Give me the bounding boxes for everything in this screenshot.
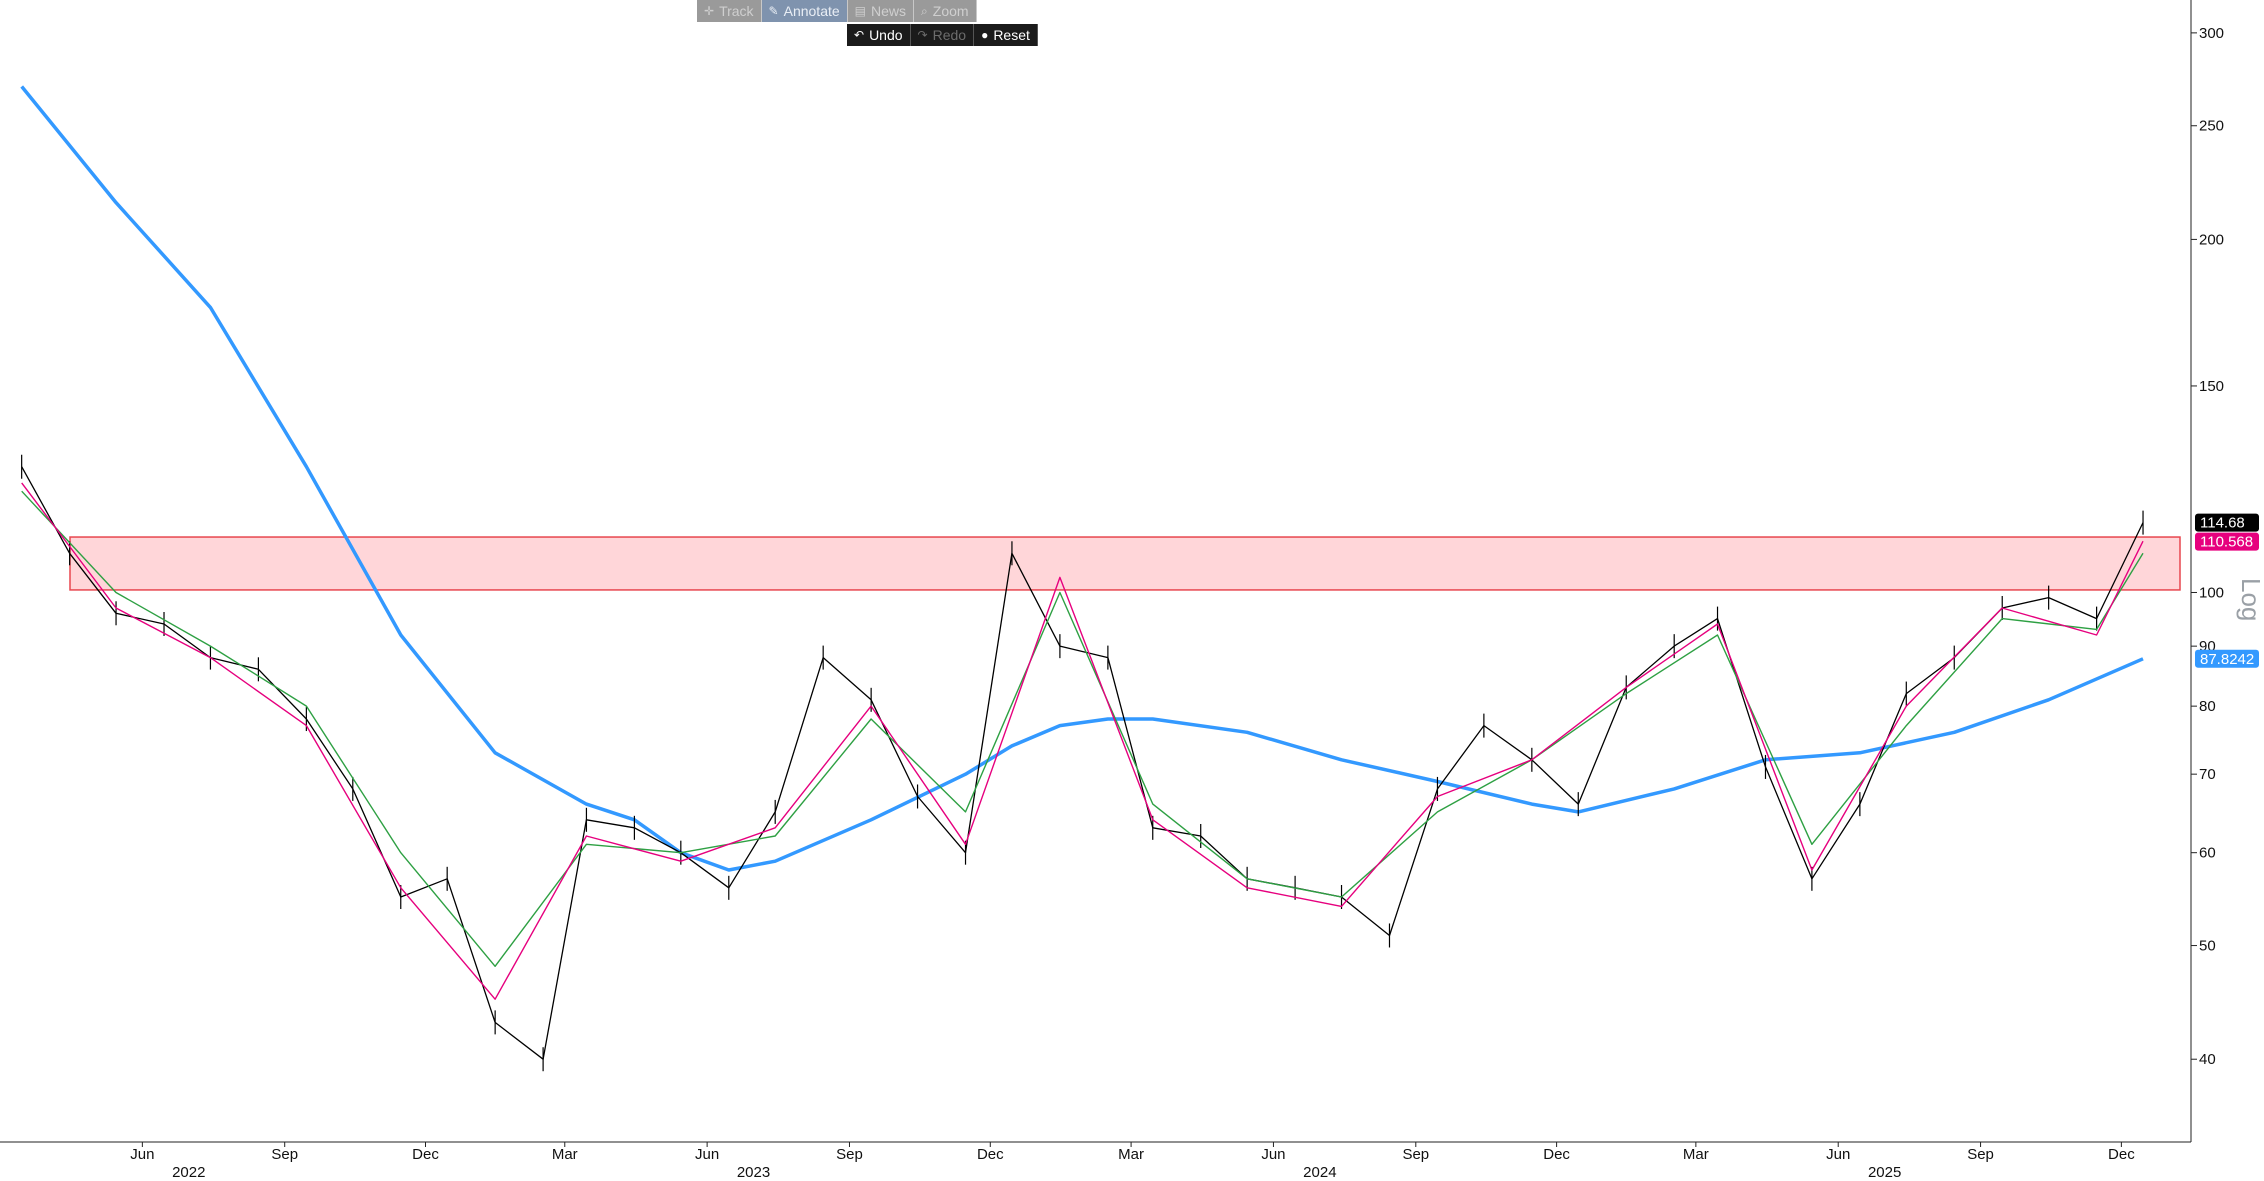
x-tick-label: Jun (1826, 1146, 1850, 1163)
action-reset-button[interactable]: ● Reset (974, 24, 1038, 46)
x-tick-label: Dec (412, 1146, 439, 1163)
x-tick-label: Jun (1261, 1146, 1285, 1163)
last-value-tag-price: 114.68 (2200, 515, 2245, 532)
redo-icon: ↷ (917, 28, 928, 42)
mode-zoom-label: Zoom (932, 3, 969, 19)
last-value-tag-ma_long: 87.8242 (2200, 651, 2254, 668)
x-tick-label: Mar (552, 1146, 578, 1163)
x-year-label: 2024 (1303, 1164, 1336, 1181)
series-layer (20, 85, 2144, 1072)
mode-annotate-button[interactable]: ✎ Annotate (761, 0, 848, 22)
y-tick-label: 100 (2199, 584, 2224, 601)
zoom-icon: ⌕ (921, 4, 928, 18)
last-value-tag-ma_fast: 110.568 (2200, 534, 2253, 551)
undo-icon: ↶ (854, 28, 865, 42)
action-redo-button[interactable]: ↷ Redo (910, 24, 975, 46)
pencil-icon: ✎ (768, 4, 779, 18)
mode-annotate-label: Annotate (783, 3, 840, 19)
x-tick-label: Jun (695, 1146, 719, 1163)
action-undo-button[interactable]: ↶ Undo (847, 24, 911, 46)
mode-news-button[interactable]: ▤ News (847, 0, 915, 22)
last-value-tag-bg (2195, 532, 2259, 551)
y-tick-label: 80 (2199, 698, 2216, 715)
x-tick-label: Dec (977, 1146, 1004, 1163)
mode-track-button[interactable]: ✛ Track (697, 0, 762, 22)
last-value-tags: 114.68 110.568 87.8242 (2195, 513, 2259, 668)
last-value-tag-bg (2195, 649, 2259, 668)
news-icon: ▤ (854, 4, 867, 18)
y-tick-label: 200 (2199, 231, 2224, 248)
x-tick-label: Sep (836, 1146, 863, 1163)
y-tick-label: 70 (2199, 766, 2216, 783)
resistance-zone (69, 536, 2181, 591)
y-tick-label: 50 (2199, 938, 2216, 955)
series-line-price (21, 466, 2144, 1060)
mode-track-label: Track (719, 3, 754, 19)
series-line-ma_fast (21, 482, 2144, 1000)
y-tick-label: 150 (2199, 378, 2224, 395)
mode-news-label: News (871, 3, 907, 19)
x-tick-label: Mar (1683, 1146, 1709, 1163)
series-line-ma_long (20, 85, 2144, 872)
y-tick-label: 40 (2199, 1051, 2216, 1068)
reset-icon: ● (981, 28, 989, 42)
crosshair-icon: ✛ (704, 4, 715, 18)
mode-zoom-button[interactable]: ⌕ Zoom (914, 0, 977, 22)
x-tick-label: Sep (271, 1146, 298, 1163)
x-year-label: 2023 (737, 1164, 770, 1181)
chart-action-toolbar: ↶ Undo ↷ Redo ● Reset (847, 24, 1038, 46)
y-tick-label: 60 (2199, 845, 2216, 862)
action-undo-label: Undo (869, 27, 903, 43)
x-tick-label: Jun (130, 1146, 154, 1163)
x-year-label: 2022 (172, 1164, 205, 1181)
x-tick-label: Sep (1402, 1146, 1429, 1163)
x-tick-label: Dec (2108, 1146, 2135, 1163)
y-tick-label: 300 (2199, 25, 2224, 42)
action-redo-label: Redo (932, 27, 967, 43)
x-year-label: 2025 (1868, 1164, 1901, 1181)
last-value-tag-bg (2195, 513, 2259, 532)
x-tick-label: Mar (1118, 1146, 1144, 1163)
x-tick-label: Dec (1543, 1146, 1570, 1163)
log-scale-label: Log (2236, 578, 2264, 621)
action-reset-label: Reset (993, 27, 1030, 43)
chart-mode-toolbar: ✛ Track ✎ Annotate ▤ News ⌕ Zoom (697, 0, 977, 22)
x-tick-label: Sep (1967, 1146, 1994, 1163)
y-tick-label: 250 (2199, 118, 2224, 135)
x-axis: Jun Sep Dec Mar Jun Sep Dec Mar Jun Sep Dec Mar Jun S… (130, 1142, 2135, 1181)
resistance-zone-band (69, 536, 2181, 591)
